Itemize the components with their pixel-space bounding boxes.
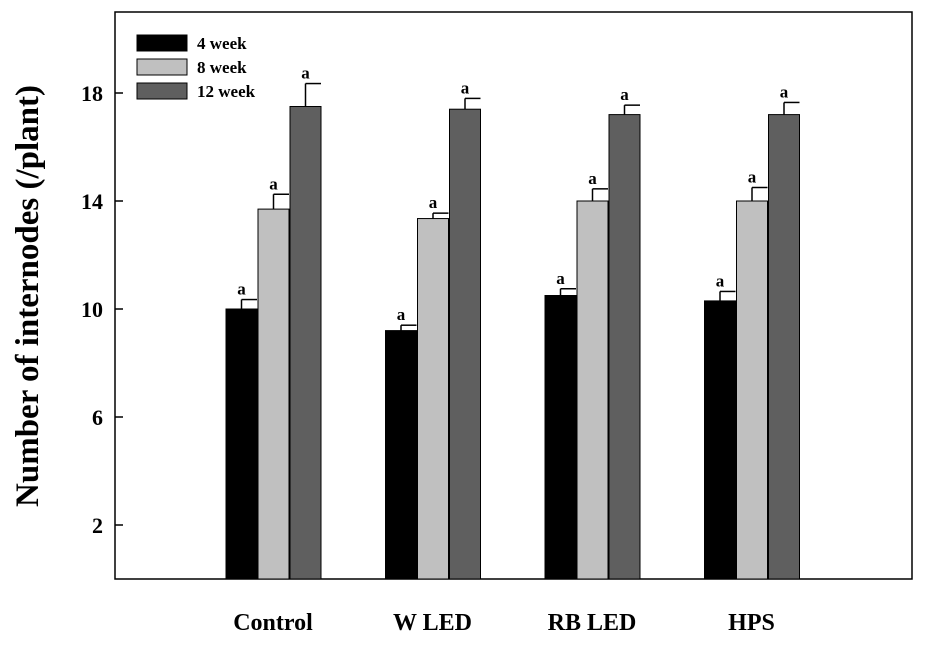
significance-label: a xyxy=(620,85,629,104)
legend-label: 4 week xyxy=(197,34,247,53)
legend-label: 12 week xyxy=(197,82,256,101)
y-tick-label: 2 xyxy=(92,513,103,538)
bar-4-week-rb-led xyxy=(544,295,577,580)
bar-8-week-w-led xyxy=(417,218,449,580)
legend-swatch xyxy=(136,58,188,76)
plot-area-frame xyxy=(114,11,913,580)
significance-label: a xyxy=(556,269,565,288)
x-category-label: RB LED xyxy=(548,610,637,636)
significance-label: a xyxy=(397,305,406,324)
bars: a a a a a a a a a a a a xyxy=(225,64,800,580)
significance-label: a xyxy=(588,169,597,188)
y-tick-label: 14 xyxy=(81,189,103,214)
y-tick-label: 18 xyxy=(81,81,103,106)
significance-label: a xyxy=(429,193,438,212)
bar-12-week-w-led xyxy=(449,108,481,580)
bar-4-week-w-led xyxy=(385,330,417,580)
legend-label: 8 week xyxy=(197,58,247,77)
bar-12-week-control xyxy=(289,106,322,580)
bar-8-week-hps xyxy=(736,200,768,580)
significance-label: a xyxy=(716,271,725,290)
legend: 4 week 8 week 12 week xyxy=(136,34,256,101)
bar-4-week-hps xyxy=(704,300,736,580)
significance-label: a xyxy=(461,78,470,97)
y-tick-label: 10 xyxy=(81,297,103,322)
y-axis-title-group: Number of internodes (/plant) xyxy=(10,85,46,507)
legend-swatch xyxy=(136,82,188,100)
significance-label: a xyxy=(301,64,310,83)
x-axis-categories: Control W LED RB LED HPS xyxy=(233,610,775,636)
bar-12-week-rb-led xyxy=(608,114,641,580)
significance-label: a xyxy=(269,174,278,193)
bar-8-week-rb-led xyxy=(576,200,609,580)
y-axis-title: Number of internodes (/plant) xyxy=(10,85,46,507)
x-category-label: W LED xyxy=(393,610,472,636)
significance-label: a xyxy=(237,280,246,299)
significance-label: a xyxy=(780,82,789,101)
x-category-label: Control xyxy=(233,610,313,636)
legend-swatch xyxy=(136,34,188,52)
bar-4-week-control xyxy=(225,308,258,580)
x-category-label: HPS xyxy=(728,610,775,636)
y-tick-label: 6 xyxy=(92,405,103,430)
y-axis-ticks: 2 6 10 14 18 xyxy=(81,81,123,538)
bar-8-week-control xyxy=(257,208,290,580)
bar-12-week-hps xyxy=(768,114,800,580)
significance-label: a xyxy=(748,168,757,187)
